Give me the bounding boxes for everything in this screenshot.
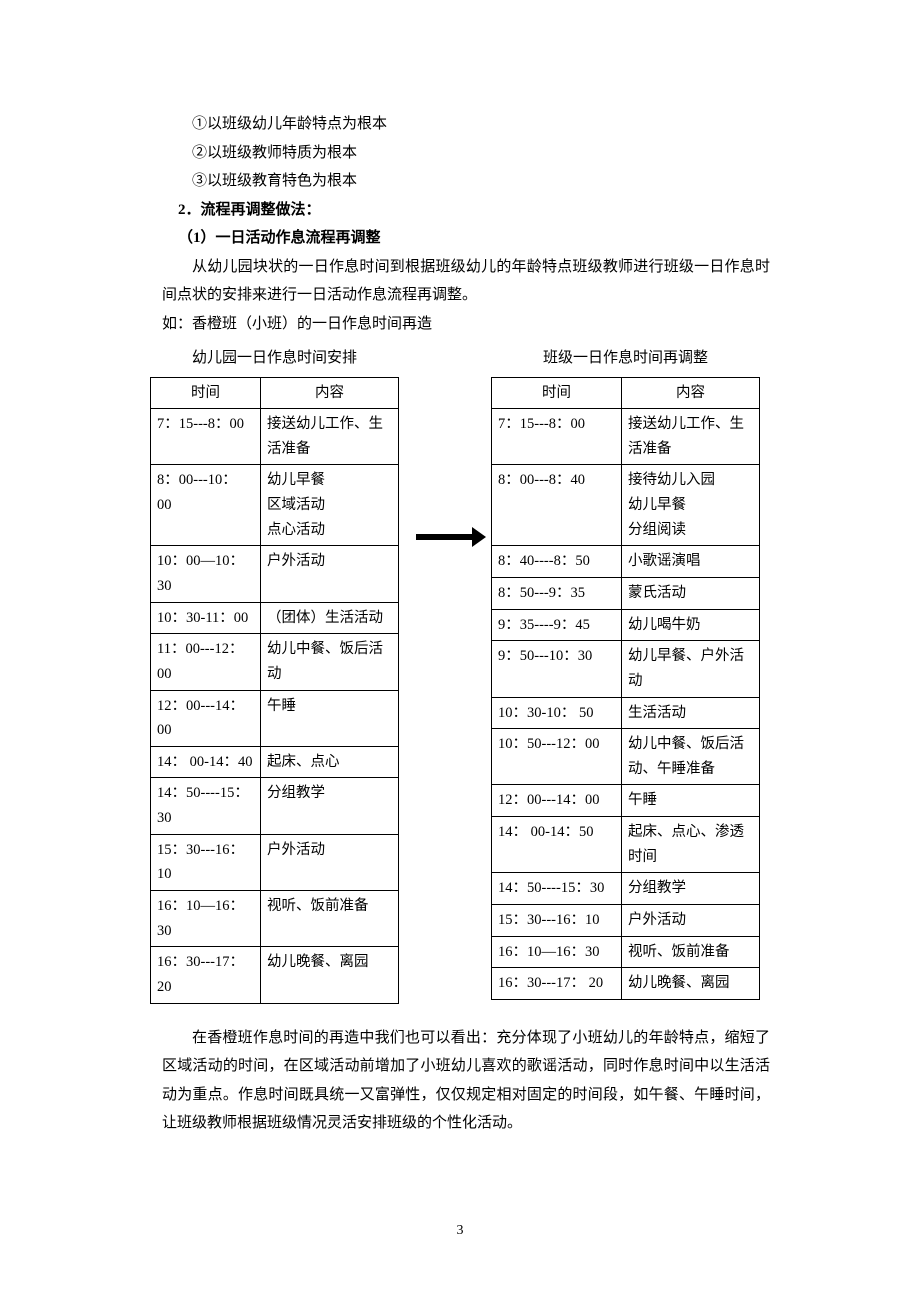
time-cell: 7：15---8：00	[492, 409, 622, 465]
table-row: 12：00---14：00午睡	[492, 785, 760, 817]
table-row: 16：10—16：30视听、饭前准备	[151, 891, 399, 947]
content-cell: 起床、点心	[261, 746, 399, 778]
principle-2: ②以班级教师特质为根本	[150, 139, 770, 168]
time-cell: 15：30---16：10	[151, 834, 261, 890]
conclusion-paragraph: 在香橙班作息时间的再造中我们也可以看出：充分体现了小班幼儿的年龄特点，缩短了区域…	[150, 1024, 770, 1138]
content-cell: 接送幼儿工作、生活准备	[622, 409, 760, 465]
intro-paragraph-1: 从幼儿园块状的一日作息时间到根据班级幼儿的年龄特点班级教师进行班级一日作息时间点…	[150, 253, 770, 310]
table-row: 7：15---8：00接送幼儿工作、生活准备	[492, 409, 760, 465]
content-cell: 幼儿中餐、饭后活动	[261, 634, 399, 690]
time-cell: 8：00---10： 00	[151, 465, 261, 546]
time-cell: 10：30-10： 50	[492, 697, 622, 729]
table-row: 8：00---8：40接待幼儿入园幼儿早餐分组阅读	[492, 465, 760, 546]
time-cell: 14：50----15：30	[492, 873, 622, 905]
right-table-block: 班级一日作息时间再调整 时间 内容 7：15---8：00接送幼儿工作、生活准备…	[491, 344, 760, 1000]
right-header-time: 时间	[492, 377, 622, 409]
table-row: 16：30---17： 20幼儿晚餐、离园	[492, 968, 760, 1000]
subheading-schedule: （1）一日活动作息流程再调整	[150, 224, 770, 253]
content-cell: 起床、点心、渗透时间	[622, 817, 760, 873]
left-header-time: 时间	[151, 377, 261, 409]
time-cell: 14： 00-14：40	[151, 746, 261, 778]
heading-methods: 2．流程再调整做法：	[150, 196, 770, 225]
table-row: 15：30---16：10户外活动	[492, 905, 760, 937]
time-cell: 7：15---8：00	[151, 409, 261, 465]
table-row: 10：00—10：30户外活动	[151, 546, 399, 602]
content-cell: （团体）生活活动	[261, 602, 399, 634]
table-row: 10：30-11：00（团体）生活活动	[151, 602, 399, 634]
content-cell: 午睡	[622, 785, 760, 817]
content-cell: 幼儿晚餐、离园	[622, 968, 760, 1000]
table-row: 8：00---10： 00幼儿早餐区域活动点心活动	[151, 465, 399, 546]
content-cell: 分组教学	[622, 873, 760, 905]
time-cell: 10：30-11：00	[151, 602, 261, 634]
content-cell: 户外活动	[261, 546, 399, 602]
time-cell: 8：40----8：50	[492, 546, 622, 578]
arrow-icon	[399, 344, 491, 540]
table-row: 9：35----9：45幼儿喝牛奶	[492, 609, 760, 641]
table-row: 15：30---16：10户外活动	[151, 834, 399, 890]
content-cell: 幼儿喝牛奶	[622, 609, 760, 641]
content-cell: 接送幼儿工作、生活准备	[261, 409, 399, 465]
time-cell: 12：00---14：00	[492, 785, 622, 817]
time-cell: 16：30---17： 20	[151, 947, 261, 1003]
content-cell: 视听、饭前准备	[622, 936, 760, 968]
class-schedule-table: 时间 内容 7：15---8：00接送幼儿工作、生活准备8：00---8：40接…	[491, 377, 760, 1000]
content-cell: 户外活动	[622, 905, 760, 937]
left-table-block: 幼儿园一日作息时间安排 时间 内容 7：15---8：00接送幼儿工作、生活准备…	[150, 344, 399, 1004]
time-cell: 11：00---12：00	[151, 634, 261, 690]
content-cell: 生活活动	[622, 697, 760, 729]
table-row: 16：30---17： 20幼儿晚餐、离园	[151, 947, 399, 1003]
table-row: 14：50----15：30分组教学	[151, 778, 399, 834]
time-cell: 8：50---9：35	[492, 577, 622, 609]
content-cell: 视听、饭前准备	[261, 891, 399, 947]
time-cell: 10：00—10：30	[151, 546, 261, 602]
time-cell: 9：50---10：30	[492, 641, 622, 697]
time-cell: 16：10—16：30	[151, 891, 261, 947]
schedule-comparison: 幼儿园一日作息时间安排 时间 内容 7：15---8：00接送幼儿工作、生活准备…	[150, 344, 770, 1004]
content-cell: 接待幼儿入园幼儿早餐分组阅读	[622, 465, 760, 546]
table-row: 14：50----15：30分组教学	[492, 873, 760, 905]
time-cell: 10：50---12：00	[492, 729, 622, 785]
table-row: 12：00---14：00午睡	[151, 690, 399, 746]
content-cell: 幼儿早餐区域活动点心活动	[261, 465, 399, 546]
right-header-content: 内容	[622, 377, 760, 409]
content-cell: 分组教学	[261, 778, 399, 834]
table-row: 10：30-10： 50生活活动	[492, 697, 760, 729]
kindergarten-schedule-table: 时间 内容 7：15---8：00接送幼儿工作、生活准备8：00---10： 0…	[150, 377, 399, 1004]
content-cell: 蒙氏活动	[622, 577, 760, 609]
left-table-caption: 幼儿园一日作息时间安排	[150, 344, 399, 377]
table-row: 9：50---10：30幼儿早餐、户外活动	[492, 641, 760, 697]
content-cell: 午睡	[261, 690, 399, 746]
time-cell: 8：00---8：40	[492, 465, 622, 546]
time-cell: 14： 00-14：50	[492, 817, 622, 873]
content-cell: 户外活动	[261, 834, 399, 890]
page-number: 3	[150, 1218, 770, 1245]
table-row: 7：15---8：00接送幼儿工作、生活准备	[151, 409, 399, 465]
time-cell: 9：35----9：45	[492, 609, 622, 641]
time-cell: 16：30---17： 20	[492, 968, 622, 1000]
table-row: 14： 00-14：50起床、点心、渗透时间	[492, 817, 760, 873]
content-cell: 幼儿晚餐、离园	[261, 947, 399, 1003]
table-row: 8：40----8：50小歌谣演唱	[492, 546, 760, 578]
right-table-caption: 班级一日作息时间再调整	[491, 344, 760, 377]
time-cell: 15：30---16：10	[492, 905, 622, 937]
left-header-content: 内容	[261, 377, 399, 409]
table-row: 11：00---12：00幼儿中餐、饭后活动	[151, 634, 399, 690]
content-cell: 幼儿中餐、饭后活动、午睡准备	[622, 729, 760, 785]
time-cell: 16：10—16：30	[492, 936, 622, 968]
principle-3: ③以班级教育特色为根本	[150, 167, 770, 196]
table-row: 8：50---9：35蒙氏活动	[492, 577, 760, 609]
time-cell: 14：50----15：30	[151, 778, 261, 834]
table-row: 10：50---12：00幼儿中餐、饭后活动、午睡准备	[492, 729, 760, 785]
table-row: 16：10—16：30视听、饭前准备	[492, 936, 760, 968]
content-cell: 幼儿早餐、户外活动	[622, 641, 760, 697]
content-cell: 小歌谣演唱	[622, 546, 760, 578]
table-row: 14： 00-14：40起床、点心	[151, 746, 399, 778]
principle-1: ①以班级幼儿年龄特点为根本	[150, 110, 770, 139]
time-cell: 12：00---14：00	[151, 690, 261, 746]
intro-paragraph-2: 如：香橙班（小班）的一日作息时间再造	[150, 310, 770, 339]
